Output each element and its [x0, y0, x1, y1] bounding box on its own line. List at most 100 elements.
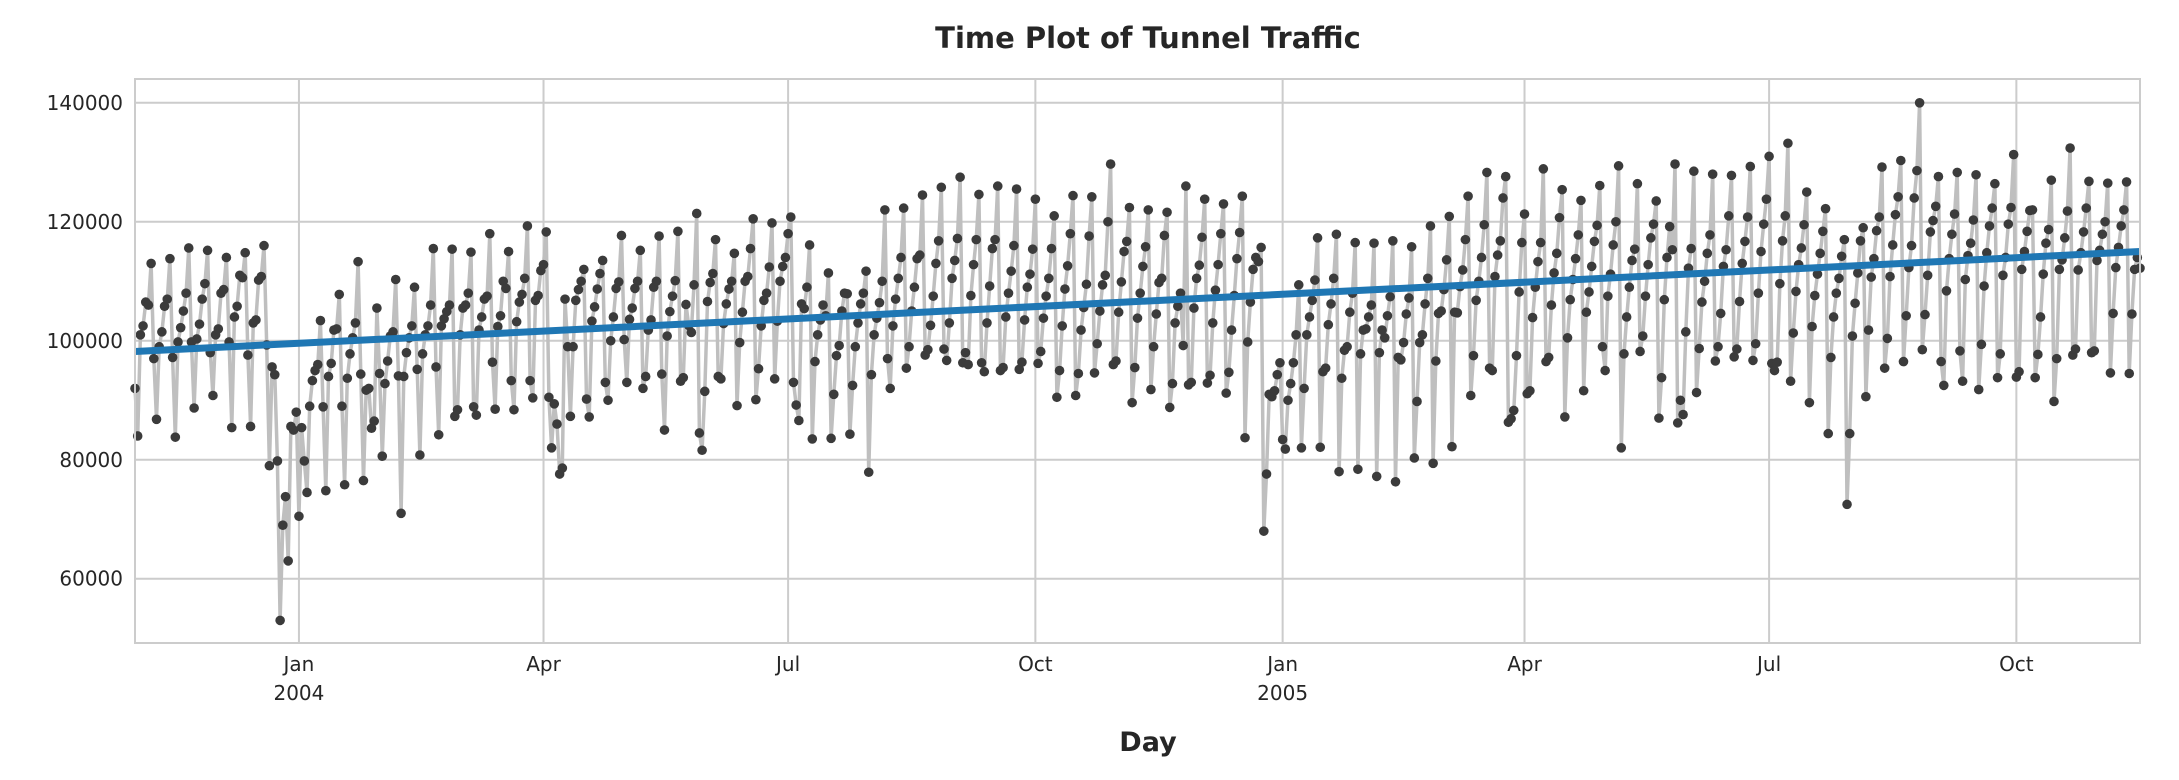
data-point — [143, 300, 154, 310]
data-point — [538, 259, 549, 270]
y-tick-label: 60000 — [59, 567, 123, 591]
data-point — [312, 359, 323, 370]
data-point — [1369, 238, 1379, 249]
data-point — [761, 288, 772, 298]
data-point — [401, 347, 412, 358]
data-point — [1928, 215, 1938, 226]
data-point — [1479, 219, 1490, 230]
data-point — [925, 320, 936, 331]
data-point — [552, 419, 562, 429]
data-point — [568, 341, 578, 352]
data-point — [1807, 321, 1817, 332]
data-point — [1608, 240, 1619, 250]
data-point — [697, 445, 707, 456]
data-point — [1320, 363, 1331, 373]
data-point — [565, 411, 576, 422]
data-point — [1361, 324, 1371, 334]
data-point — [710, 234, 721, 245]
data-point — [1132, 313, 1143, 323]
data-point — [1670, 159, 1680, 169]
data-point — [1304, 312, 1315, 322]
data-point — [1909, 193, 1920, 203]
data-point — [503, 246, 514, 257]
data-point — [1866, 272, 1877, 282]
data-point — [1788, 328, 1799, 338]
data-point — [1441, 255, 1452, 265]
x-tick-sublabel: 2005 — [1257, 681, 1308, 705]
data-point — [834, 340, 844, 351]
data-point — [1492, 250, 1503, 260]
x-tick-label: Oct — [1018, 652, 1053, 676]
data-point — [732, 400, 742, 411]
data-point — [640, 371, 651, 382]
data-point — [1216, 228, 1226, 239]
data-point — [345, 349, 355, 359]
data-point — [1551, 248, 1562, 259]
data-point — [380, 378, 390, 389]
data-point — [570, 295, 581, 306]
data-point — [982, 318, 992, 328]
data-point — [1374, 347, 1385, 358]
data-point — [560, 294, 570, 304]
data-point — [304, 401, 315, 412]
data-point — [382, 356, 393, 366]
data-point — [1920, 309, 1930, 320]
data-point — [1127, 397, 1137, 408]
data-point — [1616, 443, 1627, 453]
data-point — [1651, 196, 1662, 206]
data-point — [1780, 211, 1791, 221]
data-point — [726, 276, 737, 287]
data-point — [1103, 216, 1113, 227]
data-point — [1189, 303, 1199, 313]
data-point — [208, 390, 218, 401]
data-point — [783, 228, 793, 239]
data-point — [1869, 253, 1879, 264]
data-point — [729, 248, 740, 259]
data-point — [1775, 278, 1785, 289]
data-point — [581, 394, 592, 404]
x-tick-label: Jul — [774, 652, 800, 676]
data-point — [484, 228, 495, 239]
data-point — [1245, 297, 1256, 307]
data-point — [398, 371, 409, 382]
data-point — [914, 250, 925, 260]
data-point — [1772, 357, 1782, 367]
data-point — [2003, 219, 2014, 229]
data-point — [1226, 325, 1237, 335]
data-point — [506, 375, 517, 386]
data-point — [1444, 211, 1455, 222]
data-point — [377, 451, 388, 461]
data-point — [818, 300, 828, 310]
data-point — [659, 425, 670, 435]
y-tick-label: 140000 — [47, 91, 123, 115]
data-point — [1667, 244, 1678, 255]
x-axis: Jan 2004 Apr Jul Oct Jan 2005 Apr Jul Oct — [273, 652, 2033, 705]
data-point — [2035, 312, 2046, 322]
data-point — [1863, 325, 1874, 335]
data-point — [1328, 273, 1339, 284]
data-point — [1420, 299, 1430, 309]
data-point — [2121, 177, 2132, 187]
data-point — [1280, 444, 1291, 454]
data-point — [1508, 405, 1519, 416]
data-point — [1973, 384, 1984, 395]
data-point — [1659, 294, 1670, 305]
data-point — [1121, 236, 1132, 247]
data-point — [1750, 338, 1761, 349]
data-point — [1259, 526, 1269, 536]
data-point — [1637, 331, 1648, 341]
data-point — [1146, 384, 1156, 395]
data-point — [135, 330, 146, 340]
data-point — [2124, 368, 2135, 379]
data-point — [2073, 265, 2083, 275]
y-tick-label: 100000 — [47, 329, 123, 353]
data-point — [256, 271, 267, 282]
data-point — [1283, 395, 1293, 406]
data-point — [1498, 193, 1508, 203]
data-point — [2059, 233, 2070, 243]
data-point — [826, 433, 836, 444]
data-point — [251, 315, 261, 325]
data-point — [785, 212, 796, 222]
data-point — [877, 276, 887, 287]
data-point — [1613, 161, 1624, 171]
